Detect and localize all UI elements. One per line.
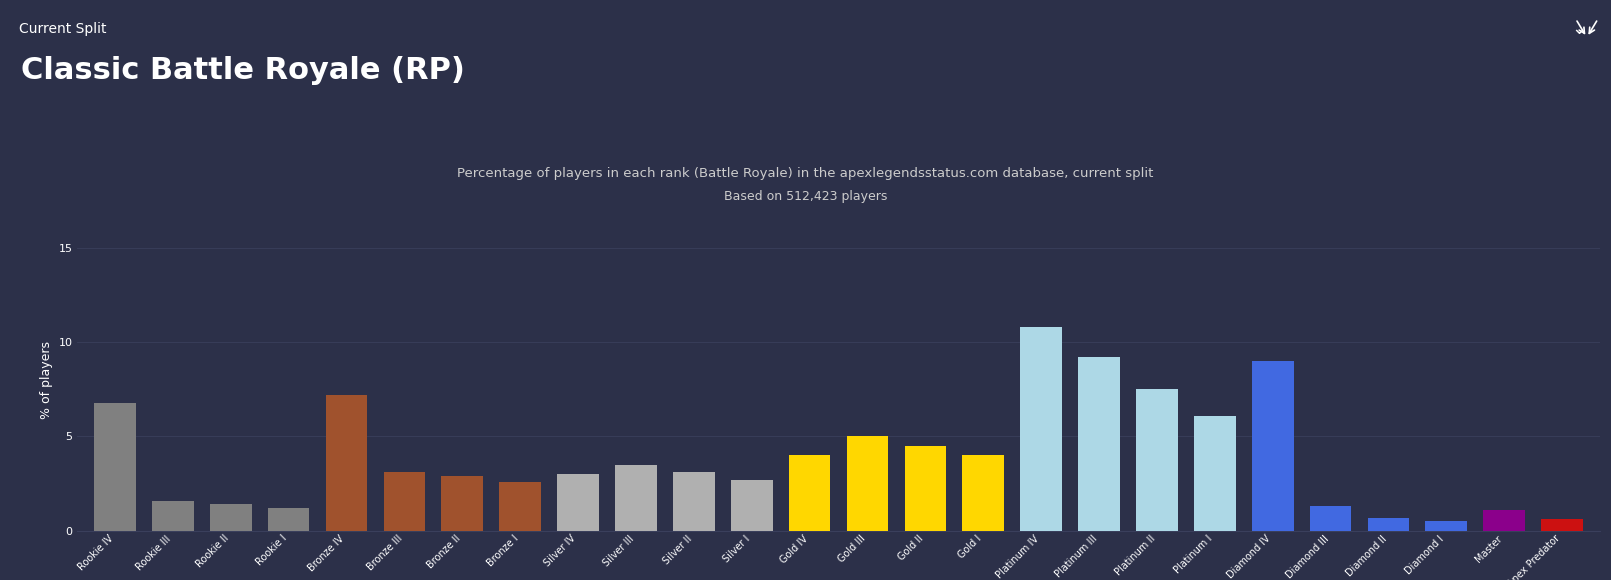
Bar (962, 455, 1004, 531)
Bar (904, 446, 946, 531)
Bar (1252, 361, 1294, 531)
Bar (441, 476, 483, 531)
Bar (1426, 521, 1468, 531)
Y-axis label: % of players: % of players (40, 341, 53, 419)
Bar (1136, 389, 1178, 531)
Bar (267, 508, 309, 531)
Bar (209, 504, 251, 531)
Bar (1020, 327, 1062, 531)
Bar (1078, 357, 1120, 531)
Text: Classic Battle Royale (RP): Classic Battle Royale (RP) (21, 56, 466, 85)
Bar (673, 472, 715, 531)
Bar (1310, 506, 1352, 531)
Text: ⌄: ⌄ (1572, 20, 1587, 38)
Bar (615, 465, 657, 531)
Bar (1194, 416, 1236, 531)
Bar (731, 480, 773, 531)
Bar (557, 474, 599, 531)
Bar (93, 403, 135, 531)
Bar (1484, 510, 1526, 531)
Bar (1368, 517, 1410, 531)
Bar (1542, 520, 1584, 531)
Bar (499, 481, 541, 531)
Text: Based on 512,423 players: Based on 512,423 players (723, 190, 888, 203)
Bar (325, 395, 367, 531)
Bar (789, 455, 830, 531)
Bar (383, 472, 425, 531)
Text: Current Split: Current Split (19, 23, 106, 37)
Bar (151, 501, 193, 531)
Text: Percentage of players in each rank (Battle Royale) in the apexlegendsstatus.com : Percentage of players in each rank (Batt… (458, 167, 1153, 180)
Bar (847, 437, 888, 531)
